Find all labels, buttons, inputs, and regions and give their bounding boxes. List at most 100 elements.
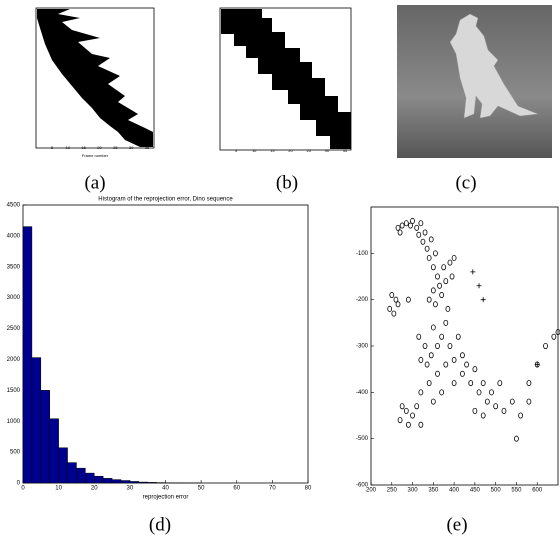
bar: [147, 482, 157, 484]
point: [435, 370, 440, 377]
point: [543, 342, 548, 349]
y-tick-label: 2000: [7, 357, 21, 363]
point: [445, 305, 451, 312]
bar: [40, 390, 50, 484]
point: [435, 273, 440, 280]
point: [441, 264, 447, 271]
y-tick-label: 0: [17, 481, 21, 487]
point: [443, 319, 449, 326]
point: [451, 356, 457, 363]
y-tick-label: 500: [10, 450, 21, 456]
point: [455, 333, 461, 340]
point: [428, 236, 434, 243]
x-tick-label: 5: [51, 145, 54, 150]
plot-frame: [370, 206, 559, 486]
x-tick-label: 25: [306, 148, 311, 153]
x-tick-label: 35: [343, 148, 348, 153]
point: [416, 231, 422, 238]
point: [418, 421, 424, 428]
x-tick-label: 50: [198, 486, 205, 492]
x-tick-label: 30: [129, 145, 134, 150]
point: [430, 398, 436, 405]
bar: [102, 478, 113, 484]
point: [489, 389, 494, 396]
point: [476, 283, 482, 289]
x-tick-label: 250: [387, 488, 398, 494]
x-axis-label: Frame number: [82, 153, 109, 158]
point: [424, 361, 430, 368]
visibility-matrix: [37, 9, 153, 147]
point: [430, 287, 436, 294]
x-axis-label: reprojection error: [143, 495, 189, 501]
point: [443, 361, 449, 368]
panel-b-frame: [219, 7, 352, 151]
point: [422, 229, 428, 236]
x-tick-label: 80: [305, 486, 312, 492]
chart-title: Histogram of the reprojection error, Din…: [98, 197, 233, 203]
x-tick-label: 450: [470, 488, 481, 494]
point: [426, 296, 432, 303]
y-tick-label: 3000: [7, 295, 21, 301]
mask-matrix: [221, 9, 351, 149]
caption: (e): [446, 514, 467, 535]
panel-a-frame: [35, 7, 155, 149]
point: [393, 296, 399, 303]
point: [468, 380, 474, 387]
bar: [129, 481, 140, 484]
y-tick-label: -400: [356, 390, 369, 396]
point: [449, 273, 455, 280]
point: [399, 403, 405, 410]
bar: [67, 462, 77, 484]
point: [451, 254, 457, 261]
x-tick-label: 600: [532, 488, 543, 494]
point: [426, 380, 432, 387]
point: [410, 217, 415, 224]
y-tick-label: -600: [356, 483, 369, 489]
point: [464, 361, 469, 368]
point: [439, 389, 445, 396]
caption: (a): [84, 172, 105, 193]
x-tick-label: 40: [162, 486, 169, 492]
point: [555, 329, 560, 336]
x-tick-label: 25: [113, 145, 118, 150]
point: [451, 380, 457, 387]
point: [447, 342, 453, 349]
x-tick-label: 60: [233, 486, 240, 492]
y-tick-label: -200: [356, 297, 369, 303]
bar: [111, 479, 122, 484]
point: [420, 238, 426, 245]
point: [418, 220, 424, 227]
point: [470, 269, 476, 275]
point: [399, 222, 405, 229]
x-tick-label: 10: [55, 486, 62, 492]
x-tick-label: 300: [408, 488, 419, 494]
point: [395, 301, 401, 308]
bar: [138, 481, 148, 484]
y-tick-label: 2500: [7, 326, 21, 332]
point: [514, 435, 519, 442]
point: [387, 305, 393, 312]
point: [408, 222, 413, 229]
x-tick-label: 400: [449, 488, 460, 494]
bar: [49, 418, 59, 484]
x-tick-label: 30: [325, 148, 330, 153]
point: [418, 389, 424, 396]
x-tick-label: 350: [428, 488, 439, 494]
x-tick-label: 30: [127, 486, 134, 492]
bar: [22, 226, 33, 484]
point: [460, 370, 465, 377]
y-tick-label: 4000: [7, 233, 21, 239]
bar: [58, 447, 68, 484]
x-tick-label: 5: [235, 148, 238, 153]
point: [410, 412, 415, 419]
point: [480, 380, 486, 387]
point: [397, 417, 403, 424]
caption: (c): [455, 172, 476, 193]
point: [405, 421, 411, 428]
point: [480, 412, 486, 419]
point: [433, 301, 438, 308]
point: [518, 412, 523, 419]
x-tick-label: 10: [252, 148, 257, 153]
y-tick-label: -300: [356, 344, 369, 350]
x-tick-label: 15: [81, 145, 86, 150]
